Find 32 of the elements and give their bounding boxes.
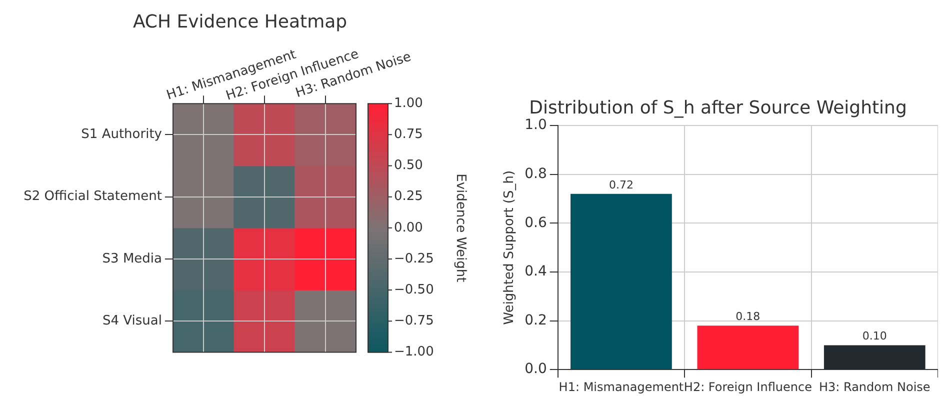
color-bar-label: 0.25: [394, 189, 423, 204]
y-tick-label: 0.4: [524, 264, 547, 280]
y-tick-label: 0.6: [524, 214, 547, 231]
data-label: 0.10: [862, 330, 887, 343]
y-axis-title: Weighted Support (S_h): [502, 170, 518, 325]
x-tick-label: H2: Foreign Influence: [684, 380, 812, 394]
color-bar-label: −0.25: [394, 251, 434, 266]
color-bar-label: 1.00: [394, 96, 423, 111]
color-bar-label: −1.00: [394, 344, 434, 360]
y-tick-label: S4 Visual: [102, 314, 162, 328]
x-tick-label: H1: Mismanagement: [558, 380, 684, 394]
y-tick-label: S1 Authority: [81, 127, 162, 142]
bar: [824, 345, 926, 370]
y-tick-label: 0.0: [524, 361, 547, 378]
y-tick-label: 1.0: [524, 117, 547, 134]
color-bar-label: 0.50: [394, 158, 423, 174]
color-bar-title: Evidence Weight: [452, 174, 468, 282]
bar: [570, 194, 672, 370]
data-label: 0.18: [736, 310, 760, 324]
y-tick-label: S3 Media: [102, 251, 162, 266]
color-bar-label: 0.75: [394, 127, 423, 142]
color-bar-label: −0.50: [394, 282, 434, 298]
chart-title: Distribution of S_h after Source Weighting: [529, 97, 907, 118]
data-label: 0.72: [608, 178, 634, 192]
y-tick-label: S2 Official Statement: [24, 189, 162, 204]
bar: [697, 326, 799, 370]
color-bar-label: 0.00: [394, 220, 423, 236]
color-bar-label: −0.75: [394, 314, 434, 328]
y-tick-label: 0.8: [524, 166, 547, 182]
chart-title: ACH Evidence Heatmap: [132, 11, 348, 32]
y-tick-label: 0.2: [524, 312, 547, 328]
x-tick-label: H3: Random Noise: [818, 380, 930, 394]
